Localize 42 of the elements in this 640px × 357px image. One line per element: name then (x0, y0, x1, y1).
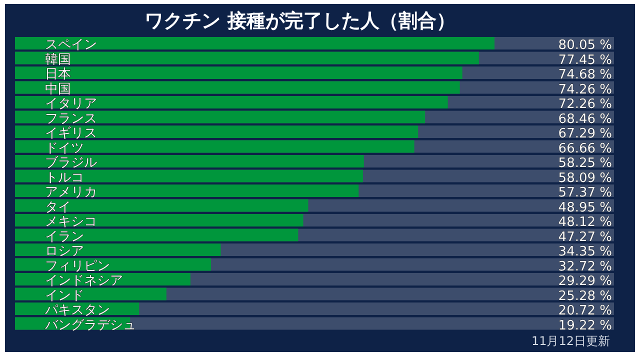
data-label: 67.29 % (558, 126, 612, 142)
data-label: 25.28 % (558, 288, 612, 304)
data-label: 74.68 % (558, 68, 612, 82)
y-tick-label: フランス (45, 111, 97, 126)
data-label: 74.26 % (558, 82, 612, 98)
data-label: 57.37 % (558, 186, 612, 200)
data-label: 20.72 % (558, 304, 612, 318)
y-tick-label: スペイン (45, 38, 97, 52)
data-label: 68.46 % (558, 112, 612, 127)
y-tick-label: インドネシア (45, 274, 123, 288)
y-tick-label: イギリス (45, 126, 97, 141)
y-tick-label: メキシコ (45, 214, 97, 230)
y-tick-label: ブラジル (45, 156, 97, 170)
y-tick-label: フィリピン (45, 258, 110, 274)
y-tick-label: ロシア (45, 244, 84, 259)
y-tick-label: パキスタン (44, 303, 110, 318)
data-label: 58.25 % (558, 156, 612, 171)
data-label: 77.45 % (558, 52, 612, 68)
y-tick-label: 日本 (45, 67, 71, 82)
data-label: 48.12 % (558, 215, 612, 230)
data-label: 72.26 % (558, 97, 612, 112)
data-label: 80.05 % (558, 38, 612, 53)
y-tick-label: トルコ (45, 170, 84, 186)
y-tick-label: アメリカ (45, 185, 97, 200)
chart-title: ワクチン 接種が完了した人（割合） (144, 10, 456, 32)
data-label: 66.66 % (558, 141, 612, 156)
data-label: 47.27 % (558, 230, 612, 245)
data-label: 29.29 % (558, 274, 612, 289)
y-tick-label: ドイツ (45, 140, 84, 156)
y-tick-label: イタリア (45, 96, 97, 112)
y-tick-label: 韓国 (45, 52, 71, 68)
data-label: 58.09 % (558, 170, 612, 186)
y-tick-label: イラン (45, 229, 84, 244)
text: 11月12日更新 (531, 334, 610, 348)
data-label: 34.35 % (558, 244, 612, 260)
data-label: 48.95 % (558, 200, 612, 216)
data-label: 19.22 % (558, 318, 612, 334)
y-tick-label: バングラデシュ (44, 318, 136, 333)
y-tick-label: タイ (45, 200, 71, 215)
y-tick-label: インド (45, 288, 84, 304)
y-tick-label: 中国 (45, 82, 71, 97)
data-label: 32.72 % (558, 259, 612, 274)
